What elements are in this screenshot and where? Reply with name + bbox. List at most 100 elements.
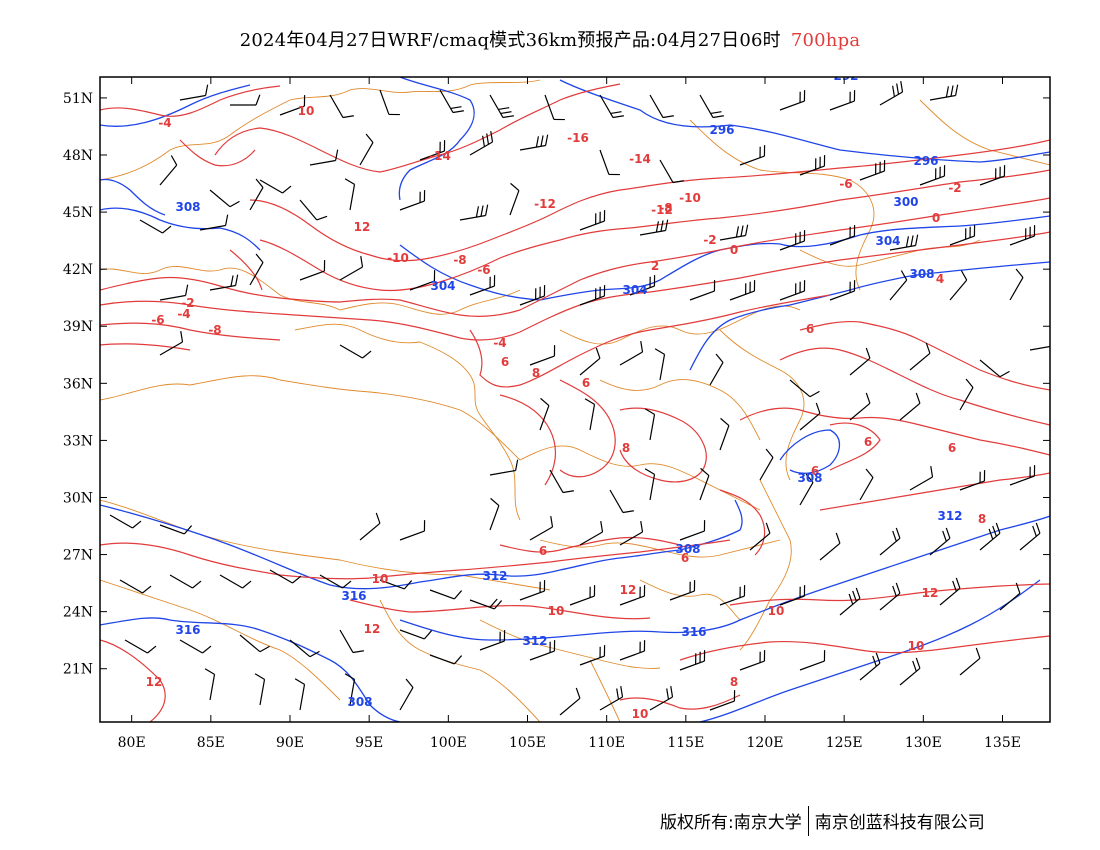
wind-barb [579, 347, 601, 376]
wind-barb [919, 165, 946, 186]
temperature-label: -8 [208, 323, 221, 337]
temperature-label: 10 [298, 104, 315, 118]
wind-barb [719, 585, 746, 606]
wind-barb [109, 514, 142, 529]
temperature-label: -2 [703, 233, 716, 247]
geopotential-label: 300 [893, 195, 918, 209]
wind-barb [359, 133, 374, 166]
wind-barb [739, 145, 766, 166]
wind-barb [479, 630, 506, 651]
wind-barb [859, 652, 881, 681]
wind-barb [949, 270, 968, 301]
temperature-label: 8 [730, 675, 738, 689]
wind-barb [619, 521, 644, 546]
wind-barb [119, 579, 152, 594]
wind-barb [879, 81, 904, 106]
wind-barb [779, 280, 806, 301]
wind-barb [339, 629, 364, 654]
wind-barb [379, 579, 413, 590]
wind-barb [599, 686, 624, 711]
temperature-label: 10 [908, 639, 925, 653]
wind-barb [599, 94, 624, 119]
wind-barb [469, 598, 503, 610]
plot-frame [99, 76, 1051, 723]
temperature-label: 10 [372, 572, 389, 586]
wind-barb [469, 131, 494, 156]
wind-barb [569, 585, 596, 606]
wind-barb [679, 520, 706, 541]
temperature-label: -4 [177, 307, 190, 321]
wind-barb [829, 90, 856, 111]
wind-barb [889, 270, 908, 301]
wind-barb [399, 190, 426, 211]
x-tick-label: 120E [747, 735, 784, 751]
temperature-label: -2 [181, 296, 194, 310]
wind-barb [799, 473, 814, 506]
x-tick-label: 125E [826, 735, 863, 751]
wind-barb [289, 639, 320, 658]
wind-barb [819, 532, 841, 561]
wind-barb [619, 640, 646, 661]
x-tick-label: 85E [197, 735, 225, 751]
wind-barb [949, 225, 976, 246]
temperature-label: 0 [730, 243, 738, 257]
wind-barb [269, 569, 302, 584]
wind-barb [379, 89, 400, 116]
wind-barb [779, 585, 806, 606]
temperature-label: 6 [501, 355, 509, 369]
wind-barb [709, 690, 736, 711]
wind-barb [329, 94, 354, 119]
copyright-text: 版权所有:南京大学 [660, 813, 802, 833]
wind-barb [579, 645, 606, 666]
geopotential-label: 304 [622, 283, 647, 297]
wind-barb [699, 94, 724, 119]
wind-barb [629, 275, 656, 296]
wind-barb [344, 178, 356, 211]
x-tick-label: 110E [588, 735, 625, 751]
temperature-label: 12 [146, 675, 163, 689]
wind-barb [399, 629, 433, 640]
wind-barb [839, 587, 861, 616]
wind-barb [579, 210, 606, 231]
wind-barb [399, 678, 414, 711]
wind-barb [759, 448, 774, 481]
geopotential-label: 296 [709, 123, 734, 137]
wind-barb [239, 634, 270, 653]
y-tick-label: 39N [63, 319, 93, 335]
wind-barb [559, 687, 581, 716]
temperature-label: 6 [582, 376, 590, 390]
temperature-label: 2 [651, 259, 659, 273]
wind-barb [859, 160, 886, 181]
wind-barb [654, 348, 666, 381]
y-tick-label: 30N [63, 490, 93, 506]
geopotential-label: 312 [522, 634, 547, 648]
temperature-label: 6 [806, 322, 814, 336]
wind-barb [619, 341, 644, 366]
wind-barb [599, 149, 620, 176]
geopotential-labels: 292 296 296 308 304 304 304 300 308 308 312 308 316 3… [175, 77, 962, 709]
wind-barb [339, 256, 364, 281]
wind-barb [544, 94, 565, 121]
x-axis: 80E 85E 90E 95E 100E 105E 110E 115E 120E 125E 130E… [118, 77, 1021, 751]
wind-barb [909, 466, 934, 491]
wind-barb [489, 459, 519, 476]
wind-barb [299, 199, 328, 221]
wind-barb [1029, 345, 1050, 351]
wind-barb [419, 140, 446, 161]
temperature-label: -12 [651, 203, 673, 217]
temperature-label: 6 [811, 464, 819, 478]
wind-barb [159, 155, 178, 186]
wind-barb [939, 577, 961, 606]
wind-barb [179, 84, 209, 101]
geopotential-label: 312 [482, 569, 507, 583]
wind-barb [799, 650, 826, 671]
geopotential-label: 312 [937, 509, 962, 523]
wind-barb [779, 90, 806, 111]
geopotential-contours [100, 77, 1050, 722]
temperature-label: -14 [429, 149, 451, 163]
company-text: 南京创蓝科技有限公司 [814, 813, 985, 833]
wind-barb [959, 647, 981, 676]
wind-barb [139, 219, 172, 234]
temperature-label: -6 [477, 263, 490, 277]
